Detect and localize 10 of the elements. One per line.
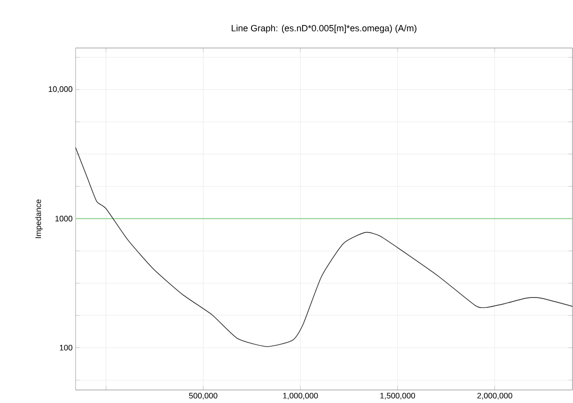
x-tick-label: 2,000,000 — [477, 392, 512, 400]
x-tick-label: 1,000,000 — [283, 392, 318, 400]
y-tick-label: 1000 — [55, 216, 72, 222]
x-tick-label: 1,500,000 — [380, 392, 416, 400]
x-tick-label: 500,000 — [189, 392, 218, 400]
y-tick-label: 100 — [60, 344, 72, 350]
line-series — [76, 147, 572, 347]
chart-title: Line Graph: (es.nD*0.005[m]*es.omega) (A/m) — [232, 24, 416, 34]
y-tick-label: 10,000 — [48, 86, 72, 93]
y-axis-title: Impedance — [35, 200, 43, 238]
